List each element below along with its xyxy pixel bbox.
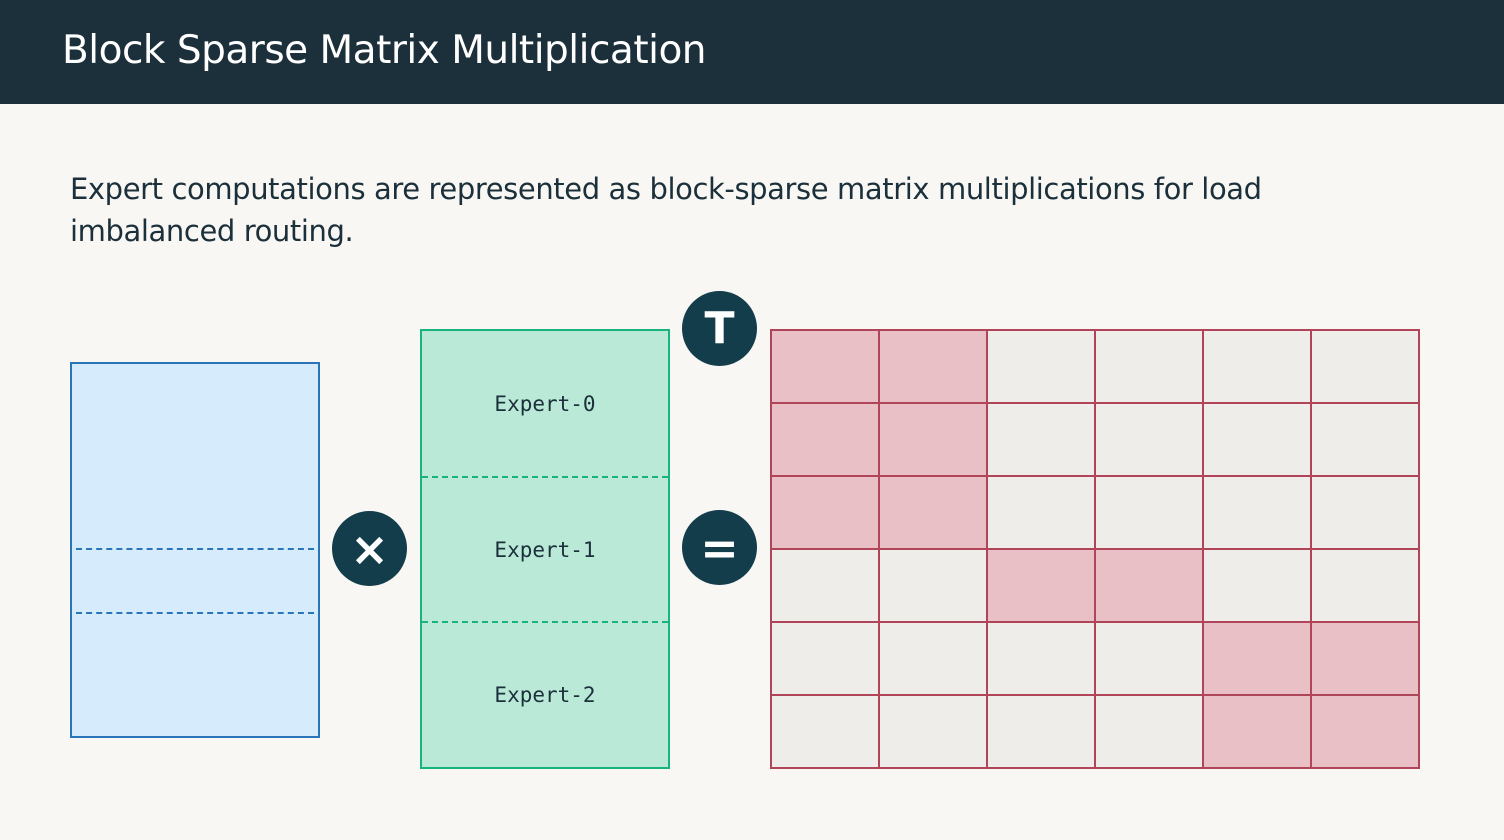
empty-block: [1311, 403, 1419, 476]
active-block: [771, 330, 879, 403]
empty-block: [879, 549, 987, 622]
empty-block: [1095, 476, 1203, 549]
expert-block: Expert-1: [422, 476, 668, 621]
expert-block: Expert-2: [422, 621, 668, 766]
empty-block: [1203, 549, 1311, 622]
input-matrix: [70, 362, 320, 738]
multiply-icon: ×: [332, 511, 407, 586]
empty-block: [771, 695, 879, 768]
token-divider: [76, 612, 314, 614]
active-block: [1311, 695, 1419, 768]
token-divider: [76, 548, 314, 550]
expert-block: Expert-0: [494, 391, 596, 416]
empty-block: [987, 476, 1095, 549]
active-block: [1203, 622, 1311, 695]
empty-block: [879, 622, 987, 695]
transpose-icon: T: [682, 291, 757, 366]
empty-block: [771, 622, 879, 695]
empty-block: [1311, 549, 1419, 622]
block-sparse-output-matrix: [770, 329, 1420, 769]
empty-block: [1203, 403, 1311, 476]
empty-block: [1095, 330, 1203, 403]
active-block: [1203, 695, 1311, 768]
expert-weights-matrix: Expert-0 Expert-1 Expert-2: [420, 329, 670, 769]
empty-block: [1203, 330, 1311, 403]
empty-block: [1203, 476, 1311, 549]
active-block: [879, 476, 987, 549]
active-block: [987, 549, 1095, 622]
active-block: [879, 403, 987, 476]
active-block: [879, 330, 987, 403]
active-block: [1095, 549, 1203, 622]
empty-block: [987, 695, 1095, 768]
empty-block: [987, 622, 1095, 695]
empty-block: [987, 330, 1095, 403]
empty-block: [1311, 476, 1419, 549]
empty-block: [987, 403, 1095, 476]
header: Block Sparse Matrix Multiplication: [0, 0, 1504, 104]
active-block: [1311, 622, 1419, 695]
empty-block: [1095, 622, 1203, 695]
empty-block: [771, 549, 879, 622]
empty-block: [1095, 695, 1203, 768]
description: Expert computations are represented as b…: [70, 172, 1262, 248]
page-title: Block Sparse Matrix Multiplication: [62, 28, 707, 73]
empty-block: [1095, 403, 1203, 476]
empty-block: [879, 695, 987, 768]
equals-icon: =: [682, 510, 757, 585]
empty-block: [1311, 330, 1419, 403]
active-block: [771, 476, 879, 549]
active-block: [771, 403, 879, 476]
